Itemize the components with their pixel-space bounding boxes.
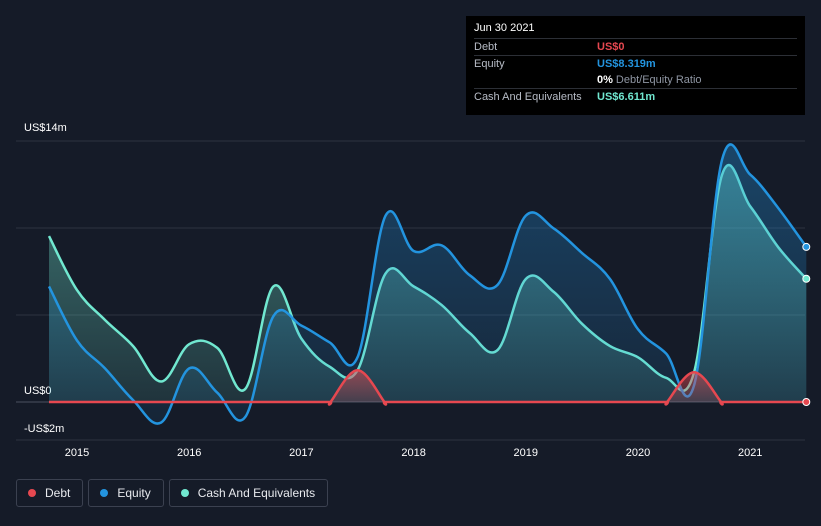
tooltip-equity-value: US$8.319m	[597, 58, 656, 70]
tooltip-ratio-label: Debt/Equity Ratio	[615, 74, 702, 86]
equity-dot-icon	[100, 489, 109, 497]
x-tick-label: 2021	[738, 447, 762, 459]
x-tick-label: 2020	[626, 447, 650, 459]
y-tick-label: US$0	[24, 385, 52, 397]
tooltip-row-cash: Cash And Equivalents US$6.611m	[474, 88, 797, 105]
y-tick-label: -US$2m	[24, 423, 64, 435]
legend-debt-label: Debt	[45, 486, 71, 500]
tooltip-debt-value: US$0	[597, 41, 625, 53]
x-tick-label: 2017	[289, 447, 313, 459]
legend-cash-label: Cash And Equivalents	[197, 486, 316, 500]
x-tick-label: 2015	[65, 447, 89, 459]
series-areas	[47, 143, 811, 425]
x-tick-label: 2018	[401, 447, 425, 459]
tooltip-row-ratio: 0% Debt/Equity Ratio	[474, 72, 797, 88]
equity-area	[49, 144, 807, 424]
tooltip-cash-label: Cash And Equivalents	[474, 91, 582, 103]
equity-end-marker	[802, 242, 811, 251]
tooltip-row-equity: Equity US$8.319m	[474, 55, 797, 72]
chart-legend: Debt Equity Cash And Equivalents	[16, 479, 329, 507]
debt-dot-icon	[28, 489, 36, 497]
tooltip-panel: Jun 30 2021 Debt US$0 Equity US$8.319m 0…	[466, 16, 805, 115]
cash-dot-icon	[180, 489, 189, 497]
cash-end-marker	[802, 274, 811, 283]
legend-item-equity[interactable]: Equity	[88, 479, 164, 507]
x-tick-label: 2016	[177, 447, 201, 459]
y-tick-label: US$14m	[24, 122, 67, 134]
x-tick-label: 2019	[514, 447, 538, 459]
tooltip-date: Jun 30 2021	[474, 22, 535, 34]
tooltip-debt-label: Debt	[474, 41, 498, 53]
tooltip-row-debt: Debt US$0	[474, 38, 797, 55]
legend-item-cash[interactable]: Cash And Equivalents	[168, 479, 329, 507]
legend-item-debt[interactable]: Debt	[16, 479, 84, 507]
debt-end-marker	[802, 398, 811, 406]
tooltip-ratio-value: 0%	[597, 74, 613, 86]
legend-equity-label: Equity	[117, 486, 151, 500]
tooltip-equity-label: Equity	[474, 58, 505, 70]
x-axis-labels: 2015 2016 2017 2018 2019 2020 2021	[65, 447, 763, 459]
debt-line	[49, 369, 807, 406]
y-axis-labels: US$14m US$0 -US$2m	[24, 122, 67, 435]
tooltip-cash-value: US$6.611m	[597, 91, 656, 103]
